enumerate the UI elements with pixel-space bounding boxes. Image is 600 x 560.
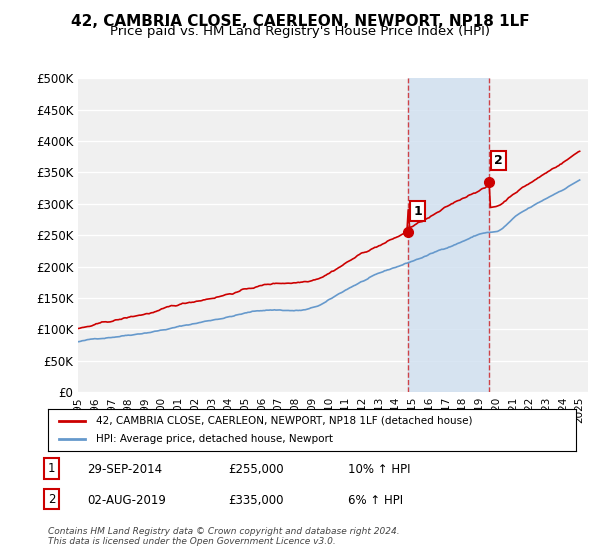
Text: 1: 1 <box>413 204 422 217</box>
Text: 02-AUG-2019: 02-AUG-2019 <box>87 494 166 507</box>
Text: HPI: Average price, detached house, Newport: HPI: Average price, detached house, Newp… <box>95 434 332 444</box>
Text: 29-SEP-2014: 29-SEP-2014 <box>87 463 162 476</box>
Text: 2: 2 <box>48 493 56 506</box>
Text: Price paid vs. HM Land Registry's House Price Index (HPI): Price paid vs. HM Land Registry's House … <box>110 25 490 38</box>
Text: 42, CAMBRIA CLOSE, CAERLEON, NEWPORT, NP18 1LF (detached house): 42, CAMBRIA CLOSE, CAERLEON, NEWPORT, NP… <box>95 416 472 426</box>
Text: 6% ↑ HPI: 6% ↑ HPI <box>348 494 403 507</box>
Text: 42, CAMBRIA CLOSE, CAERLEON, NEWPORT, NP18 1LF: 42, CAMBRIA CLOSE, CAERLEON, NEWPORT, NP… <box>71 14 529 29</box>
Text: 2: 2 <box>494 155 503 167</box>
Text: 1: 1 <box>48 462 56 475</box>
Text: Contains HM Land Registry data © Crown copyright and database right 2024.
This d: Contains HM Land Registry data © Crown c… <box>48 526 400 546</box>
Text: £335,000: £335,000 <box>228 494 284 507</box>
Text: 10% ↑ HPI: 10% ↑ HPI <box>348 463 410 476</box>
Bar <box>408 78 489 392</box>
Text: £255,000: £255,000 <box>228 463 284 476</box>
